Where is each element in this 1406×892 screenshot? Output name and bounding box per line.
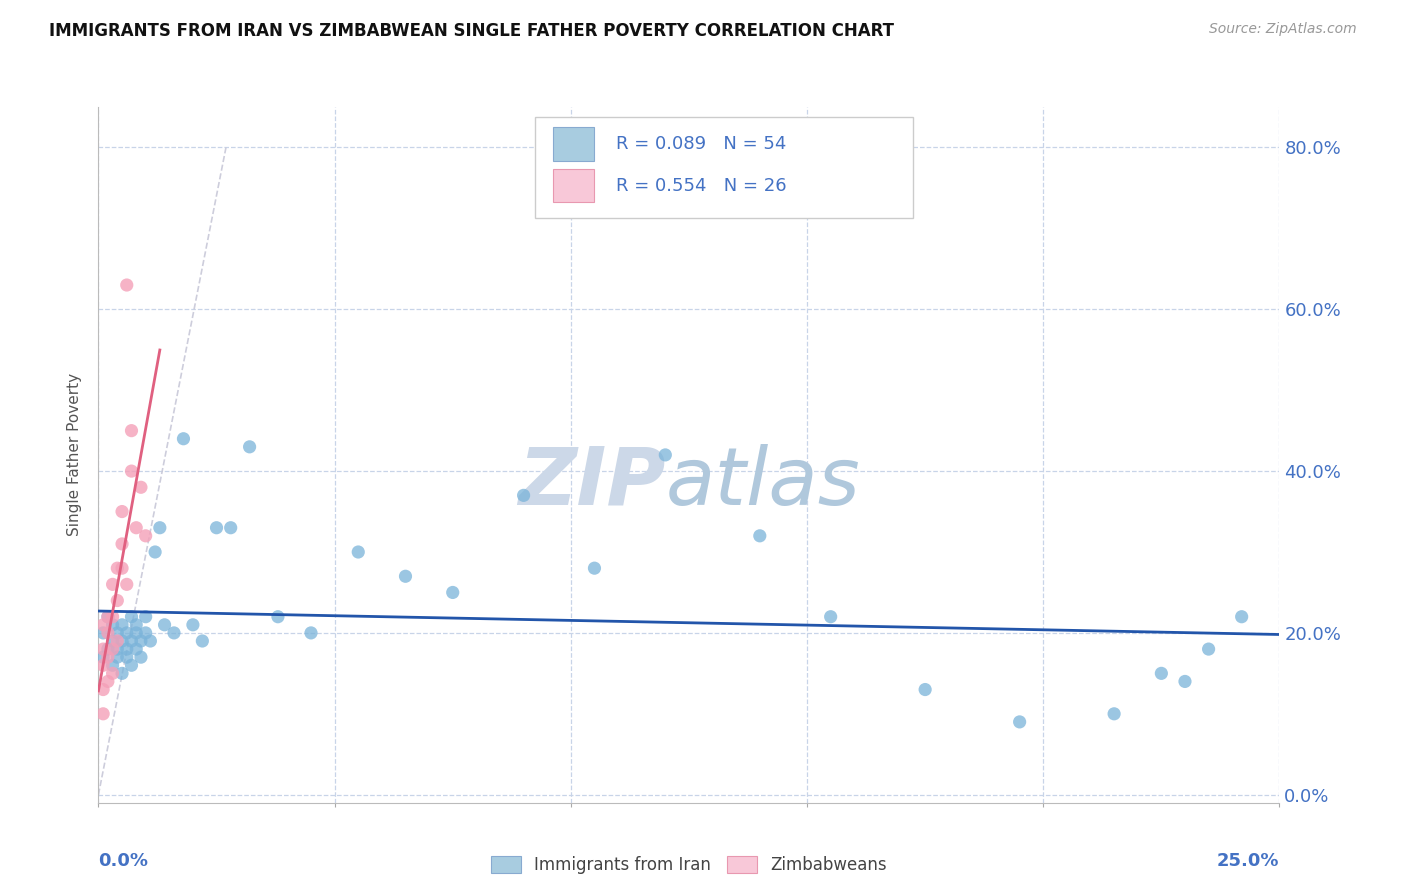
Point (101, 642, 124, 657)
Point (97, 626, 120, 640)
Point (91, 626, 114, 640)
Point (125, 521, 148, 535)
Point (583, 561, 606, 575)
Text: 0.0%: 0.0% (98, 852, 149, 870)
Point (191, 634, 214, 648)
Point (512, 488, 534, 502)
Point (347, 545, 370, 559)
Point (97, 650, 120, 665)
Y-axis label: Single Father Poverty: Single Father Poverty (67, 374, 83, 536)
Point (105, 634, 128, 648)
Point (111, 617, 134, 632)
Point (91, 617, 114, 632)
Point (394, 569, 416, 583)
Point (129, 480, 152, 494)
Point (105, 650, 128, 665)
Point (121, 634, 143, 648)
Point (101, 617, 124, 632)
Point (1008, 714, 1031, 729)
Point (121, 424, 143, 438)
Point (111, 666, 134, 681)
Point (97, 609, 120, 624)
Text: Source: ZipAtlas.com: Source: ZipAtlas.com (1209, 22, 1357, 37)
Point (101, 666, 124, 681)
Point (135, 626, 157, 640)
Point (153, 617, 176, 632)
Point (121, 464, 143, 478)
Point (91, 642, 114, 657)
Point (101, 658, 124, 673)
Point (654, 448, 676, 462)
Point (111, 537, 134, 551)
Point (139, 634, 162, 648)
Point (101, 609, 124, 624)
Point (91, 682, 114, 697)
Point (1150, 666, 1173, 681)
Bar (553, 169, 595, 202)
Point (1198, 642, 1220, 657)
Point (97, 609, 120, 624)
Point (115, 642, 138, 657)
Text: IMMIGRANTS FROM IRAN VS ZIMBABWEAN SINGLE FATHER POVERTY CORRELATION CHART: IMMIGRANTS FROM IRAN VS ZIMBABWEAN SINGL… (49, 22, 894, 40)
Point (115, 278, 138, 293)
Point (91, 650, 114, 665)
Point (125, 642, 148, 657)
Text: ZIP: ZIP (517, 443, 665, 522)
Point (97, 674, 120, 689)
Text: 25.0%: 25.0% (1218, 852, 1279, 870)
Point (97, 642, 120, 657)
Point (91, 658, 114, 673)
Point (172, 432, 194, 446)
Point (748, 529, 770, 543)
Point (115, 650, 138, 665)
Text: R = 0.089   N = 54: R = 0.089 N = 54 (616, 135, 786, 153)
Point (219, 521, 242, 535)
Point (205, 521, 228, 535)
Point (125, 617, 148, 632)
Point (111, 504, 134, 518)
Text: atlas: atlas (665, 443, 860, 522)
Point (239, 440, 262, 454)
Point (149, 521, 172, 535)
Point (129, 650, 152, 665)
Legend: Immigrants from Iran, Zimbabweans: Immigrants from Iran, Zimbabweans (491, 856, 887, 874)
Point (1230, 609, 1253, 624)
Bar (553, 128, 595, 161)
Point (163, 626, 186, 640)
Point (441, 585, 464, 599)
Point (101, 634, 124, 648)
Point (125, 626, 148, 640)
Point (91, 706, 114, 721)
Point (1102, 706, 1125, 721)
Point (115, 577, 138, 591)
Bar (536, 118, 914, 219)
Point (105, 593, 128, 607)
Point (267, 609, 290, 624)
Point (914, 682, 936, 697)
Point (101, 577, 124, 591)
Point (105, 561, 128, 575)
Point (111, 561, 134, 575)
Point (135, 529, 157, 543)
Point (1174, 674, 1197, 689)
Point (115, 626, 138, 640)
Point (135, 609, 157, 624)
Point (121, 609, 143, 624)
Point (121, 658, 143, 673)
Point (105, 642, 128, 657)
Point (143, 545, 166, 559)
Text: R = 0.554   N = 26: R = 0.554 N = 26 (616, 177, 786, 194)
Point (105, 626, 128, 640)
Point (181, 617, 204, 632)
Point (111, 634, 134, 648)
Point (299, 626, 322, 640)
Point (129, 634, 152, 648)
Point (820, 609, 842, 624)
